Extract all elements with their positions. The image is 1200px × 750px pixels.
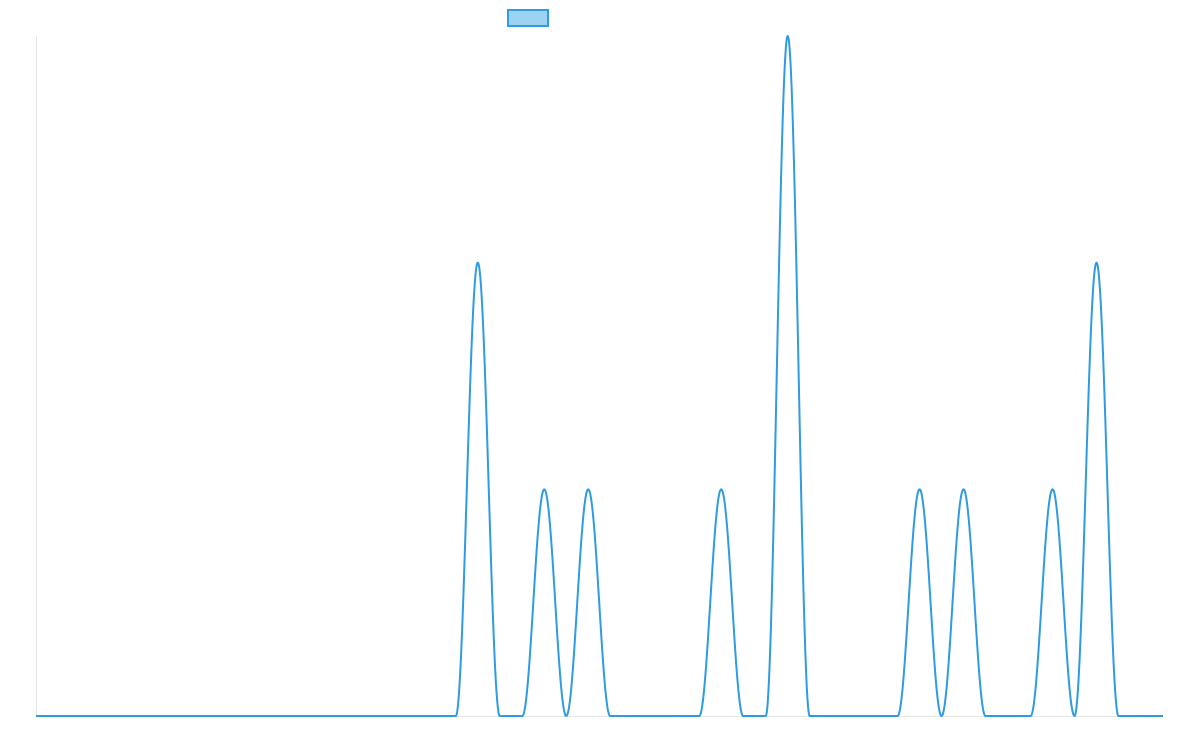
series-line [35,35,1164,717]
series-group [35,35,1164,717]
data-point-4[interactable] [718,486,724,492]
data-point-6[interactable] [917,486,923,492]
data-point-2[interactable] [541,486,547,492]
data-point-5[interactable] [785,33,791,39]
legend[interactable] [507,9,549,27]
data-point-7[interactable] [961,486,967,492]
data-point-3[interactable] [585,486,591,492]
peak-markers [475,33,1100,492]
legend-swatch[interactable] [507,9,549,27]
data-point-8[interactable] [1050,486,1056,492]
data-point-1[interactable] [475,260,481,266]
data-point-9[interactable] [1094,260,1100,266]
